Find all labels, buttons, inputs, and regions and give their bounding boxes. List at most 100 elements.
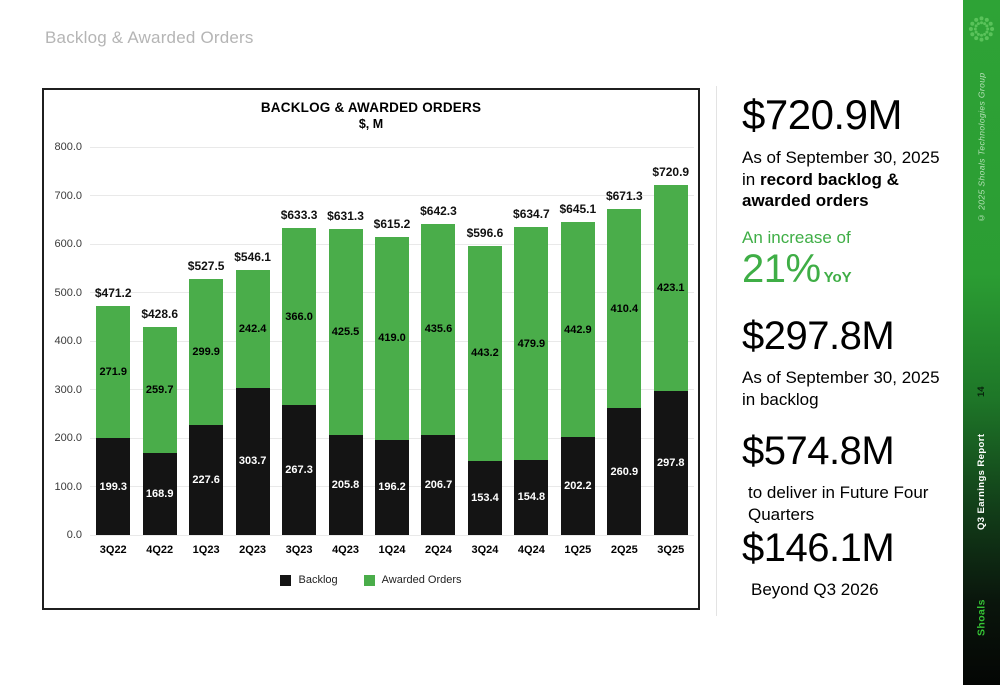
increase-value: 21%: [742, 247, 821, 291]
y-axis-tick-label: 300.0: [54, 383, 82, 396]
brand-name: Shoals: [975, 599, 988, 637]
total-value-label: $615.2: [373, 216, 411, 231]
legend-item-awarded-orders: Awarded Orders: [363, 574, 462, 586]
x-axis-category-label: 1Q24: [378, 544, 406, 556]
awarded-value-label: 271.9: [99, 366, 127, 379]
backlog-value-label: 297.8: [657, 456, 685, 469]
total-value-label: $428.6: [141, 307, 179, 322]
awarded-value-label: 299.9: [192, 345, 220, 358]
legend-label: Backlog: [298, 574, 338, 586]
bar-3Q24: 153.4 443.2 $596.6: [467, 226, 503, 535]
bar-segment-awarded-orders: [282, 227, 317, 406]
y-axis-tick-label: 600.0: [54, 238, 82, 250]
bar-4Q24: 154.8 479.9 $634.7: [513, 207, 550, 535]
backlog-value-label: 267.3: [285, 464, 313, 477]
stat-block-increase: An increase of 21% YoY: [742, 227, 958, 290]
bar-segment-backlog: [467, 460, 502, 535]
backlog-value-label: 202.2: [564, 479, 592, 492]
y-axis-tick-label: 200.0: [54, 432, 82, 444]
chart-legend: Backlog Awarded Orders: [44, 574, 698, 586]
stat-desc-future: to deliver in Future Four Quarters: [748, 483, 929, 524]
backlog-value-label: 154.8: [517, 491, 546, 504]
stats-panel: $720.9M As of September 30, 2025 in reco…: [742, 0, 958, 685]
bar-segment-backlog: [375, 439, 409, 535]
awarded-value-label: 435.6: [424, 323, 453, 336]
bar-segment-backlog: [328, 435, 363, 535]
backlog-value-label: 196.2: [378, 481, 406, 494]
y-axis-tick-label: 0.0: [66, 529, 82, 541]
bar-segment-awarded-orders: [653, 185, 688, 391]
awarded-value-label: 242.4: [238, 322, 267, 335]
x-axis-category-label: 2Q25: [610, 544, 638, 556]
bar-segment-backlog: [514, 459, 549, 535]
page-title: Backlog & Awarded Orders: [45, 28, 254, 47]
awarded-value-label: 443.2: [471, 347, 499, 360]
x-axis-category-label: 3Q23: [285, 544, 313, 556]
total-value-label: $720.9: [652, 165, 690, 180]
bar-segment-backlog: [653, 390, 688, 535]
bar-4Q23: 205.8 425.5 $631.3: [327, 209, 364, 535]
bar-1Q23: 227.6 299.9 $527.5: [188, 259, 224, 535]
backlog-value-label: 168.9: [145, 488, 174, 501]
bar-1Q24: 196.2 419.0 $615.2: [374, 217, 410, 535]
gridline: [90, 195, 694, 196]
chart-title: BACKLOG & AWARDED ORDERS: [260, 100, 482, 115]
x-axis-category-label: 2Q24: [424, 544, 452, 556]
bar-segment-backlog: [96, 438, 131, 535]
awarded-value-label: 259.7: [145, 384, 174, 397]
x-axis-category-label: 4Q22: [146, 544, 174, 556]
bar-2Q25: 260.9 410.4 $671.3: [606, 189, 643, 535]
bar-segment-backlog: [421, 434, 456, 535]
sidebar: © 2025 Shoals Technologies Group 14 Q3 E…: [963, 0, 1000, 685]
total-value-label: $634.7: [513, 207, 550, 222]
awarded-value-label: 423.1: [657, 281, 685, 294]
y-axis-tick-label: 700.0: [54, 189, 82, 202]
bar-3Q23: 267.3 366.0 $633.3: [281, 208, 317, 535]
bar-segment-backlog: [142, 453, 177, 535]
bar-segment-backlog: [282, 405, 317, 535]
backlog-value-label: 153.4: [471, 491, 499, 504]
total-value-label: $471.2: [94, 286, 132, 301]
bar-segment-awarded-orders: [375, 236, 409, 440]
x-axis-category-label: 1Q25: [564, 544, 592, 556]
stat-value-future: $574.8M: [742, 429, 895, 473]
total-value-label: $527.5: [187, 259, 225, 274]
awarded-value-label: 425.5: [331, 326, 360, 339]
bar-segment-awarded-orders: [607, 209, 642, 409]
x-axis-category-label: 2Q23: [239, 544, 267, 556]
backlog-value-label: 303.7: [238, 455, 267, 468]
legend-label: Awarded Orders: [381, 574, 462, 586]
bar-3Q25: 297.8 423.1 $720.9: [652, 165, 689, 535]
awarded-value-label: 419.0: [378, 332, 406, 345]
stat-desc-line: As of September 30, 2025: [742, 148, 940, 167]
total-value-label: $642.3: [420, 203, 457, 218]
legend-swatch: [280, 574, 292, 586]
plot-area: 0.0 100.0 200.0 300.0 400.0 500.0 600.0 700.0 80…: [54, 141, 694, 556]
gridline: [90, 534, 694, 536]
report-title: Q3 Earnings Report: [976, 433, 987, 531]
y-axis-tick-label: 400.0: [54, 335, 82, 347]
total-value-label: $645.1: [559, 202, 597, 217]
stat-block-future: $574.8M to deliver in Future Four Quarte…: [742, 429, 958, 525]
copyright-text: © 2025 Shoals Technologies Group: [976, 72, 987, 224]
stat-desc-line: in backlog: [742, 389, 819, 409]
bar-3Q22: 199.3 271.9 $471.2: [95, 286, 132, 535]
stat-value-beyond: $146.1M: [742, 526, 895, 570]
chart-panel: BACKLOG & AWARDED ORDERS $, M 0.0 100.0 20…: [42, 88, 700, 610]
total-value-label: $671.3: [605, 189, 643, 204]
backlog-value-label: 199.3: [99, 480, 127, 493]
bar-segment-awarded-orders: [421, 223, 456, 435]
awarded-value-label: 366.0: [285, 310, 313, 323]
bar-2Q23: 303.7 242.4 $546.1: [234, 250, 271, 535]
vertical-divider: [716, 86, 717, 616]
bar-segment-backlog: [607, 408, 642, 535]
x-axis-category-label: 4Q23: [332, 544, 359, 556]
bar-2Q24: 206.7 435.6 $642.3: [420, 204, 457, 535]
y-axis-tick-label: 100.0: [54, 480, 82, 493]
stat-desc-bold: record backlog & awarded orders: [742, 169, 899, 211]
bar-1Q25: 202.2 442.9 $645.1: [559, 202, 596, 535]
bar-segment-backlog: [189, 424, 224, 535]
stat-desc-total: As of September 30, 2025 in record backl…: [742, 147, 948, 212]
stat-block-beyond: $146.1M Beyond Q3 2026: [742, 526, 958, 601]
